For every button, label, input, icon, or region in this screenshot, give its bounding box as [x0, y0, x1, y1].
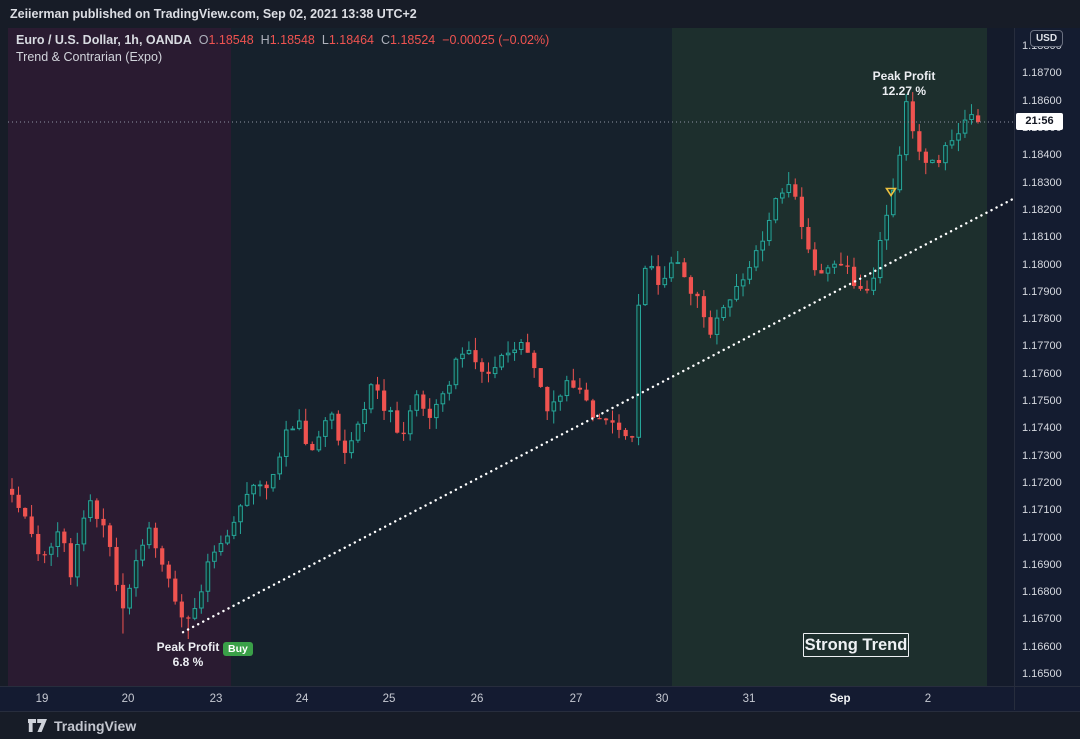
- price-tick: 1.17100: [1022, 504, 1062, 517]
- candlestick-canvas[interactable]: [8, 28, 1014, 686]
- price-tick: 1.17600: [1022, 367, 1062, 380]
- price-tick: 1.16900: [1022, 558, 1062, 571]
- chart-area: Euro / U.S. Dollar, 1h, OANDA O1.18548 H1.…: [8, 28, 1014, 686]
- price-tick: 1.16800: [1022, 586, 1062, 599]
- bar-countdown-label: 21:56: [1016, 113, 1063, 131]
- time-tick: Sep: [829, 693, 851, 705]
- price-tick: 1.18400: [1022, 149, 1062, 162]
- tradingview-logo-icon: [28, 719, 47, 732]
- time-tick: 25: [382, 693, 396, 705]
- symbol-title: Euro / U.S. Dollar, 1h, OANDA: [16, 33, 192, 47]
- footer-bar: TradingView: [0, 711, 1080, 739]
- price-tick: 1.16500: [1022, 668, 1062, 680]
- price-tick: 1.17500: [1022, 395, 1062, 407]
- price-tick: 1.18700: [1022, 67, 1062, 80]
- time-tick: 20: [121, 693, 135, 705]
- ohlc-key: L: [321, 33, 329, 47]
- price-tick: 1.18300: [1022, 176, 1062, 189]
- ohlc-values: O1.18548 H1.18548 L1.18464 C1.18524: [192, 33, 436, 47]
- price-tick: 1.17200: [1022, 476, 1062, 489]
- price-tick: 1.18100: [1022, 231, 1062, 244]
- tradingview-logo-text: TradingView: [54, 718, 137, 734]
- price-tick: 1.16600: [1022, 640, 1062, 653]
- price-tick: 1.17000: [1022, 531, 1062, 544]
- price-tick: 1.17400: [1022, 422, 1062, 435]
- peak-profit-top-label: Peak Profit 12.27 %: [872, 69, 936, 98]
- symbol-legend: Euro / U.S. Dollar, 1h, OANDA O1.18548 H1.…: [16, 33, 549, 47]
- time-tick: 30: [655, 693, 669, 705]
- ohlc-key: H: [260, 33, 270, 47]
- price-tick: 1.17800: [1022, 313, 1062, 326]
- time-tick: 19: [35, 693, 49, 705]
- buy-signal-badge: Buy: [223, 642, 253, 656]
- price-tick: 1.16700: [1022, 613, 1062, 626]
- ohlc-key: C: [381, 33, 391, 47]
- price-axis[interactable]: 1.188001.187001.186001.185001.184001.183…: [1014, 28, 1080, 686]
- ohlc-value: 1.18524: [390, 33, 436, 47]
- tradingview-logo[interactable]: TradingView: [28, 718, 136, 734]
- time-tick: 23: [209, 693, 223, 705]
- axis-divider: [1014, 28, 1015, 710]
- indicator-name: Trend & Contrarian (Expo): [16, 50, 163, 64]
- sell-marker-triangle-icon: [885, 187, 897, 197]
- ohlc-key: O: [198, 33, 209, 47]
- time-tick: 27: [569, 693, 583, 705]
- peak-profit-bottom-label: Peak Profit 6.8 %: [156, 640, 220, 669]
- ohlc-value: 1.18548: [208, 33, 254, 47]
- change-value: −0.00025 (−0.02%): [442, 33, 550, 47]
- price-tick: 1.17900: [1022, 285, 1062, 298]
- time-tick: 2: [924, 693, 932, 705]
- time-tick: 24: [295, 693, 309, 705]
- time-axis[interactable]: 19 20 23 24 25 26 27 30 31 Sep 2: [0, 686, 1080, 712]
- ohlc-value: 1.18464: [328, 33, 375, 47]
- price-tick: 1.18200: [1022, 203, 1062, 216]
- ohlc-value: 1.18548: [269, 33, 315, 47]
- price-tick: 1.17700: [1022, 340, 1062, 353]
- price-tick: 1.18000: [1022, 258, 1062, 271]
- price-tick: 1.18600: [1022, 94, 1062, 107]
- strong-trend-label: Strong Trend: [803, 633, 909, 657]
- time-tick: 26: [470, 693, 484, 705]
- price-tick: 1.17300: [1022, 449, 1062, 462]
- currency-badge: USD: [1030, 30, 1063, 47]
- attribution-text: Zeiierman published on TradingView.com, …: [10, 7, 417, 21]
- time-tick: 31: [742, 693, 756, 705]
